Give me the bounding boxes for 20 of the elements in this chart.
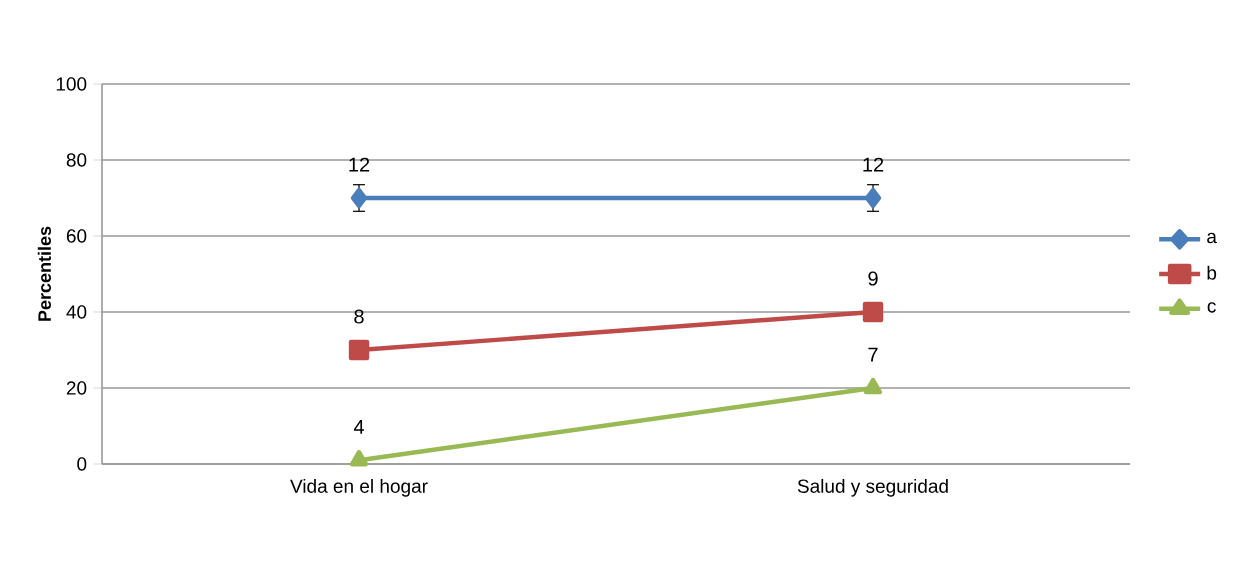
point — [348, 339, 370, 361]
annotation: 9 — [868, 271, 878, 286]
y-tick-label: 80 — [66, 153, 87, 167]
y-tick-label: 100 — [56, 77, 87, 91]
x-tick-label: Vida en el hogar — [290, 478, 428, 497]
annotation: 8 — [354, 309, 364, 324]
annotation: 12 — [863, 157, 884, 172]
y-tick-label: 60 — [66, 229, 87, 243]
y-axis-title: Percentiles — [37, 226, 51, 321]
legend-label: c — [1207, 302, 1216, 313]
point — [862, 301, 884, 323]
y-tick-label: 20 — [66, 381, 87, 395]
legend-label: a — [1207, 232, 1217, 244]
y-tick-label: 0 — [77, 457, 87, 471]
x-tick-label: Salud y seguridad — [797, 478, 948, 497]
annotation: 12 — [349, 157, 370, 172]
legend-label: b — [1207, 265, 1217, 280]
annotation: 4 — [353, 420, 364, 434]
y-tick-label: 40 — [66, 305, 87, 319]
annotation: 7 — [868, 347, 878, 362]
